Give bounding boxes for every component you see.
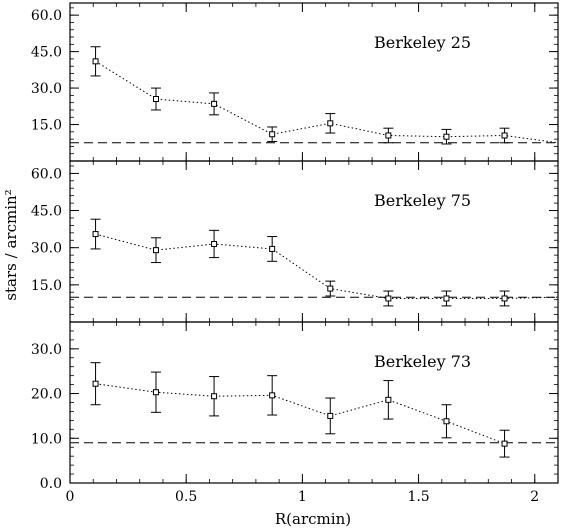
- data-point: [269, 392, 276, 399]
- profile-line: [95, 383, 505, 445]
- y-tick-label: 30.0: [31, 81, 62, 97]
- x-tick-label: 1: [298, 489, 307, 505]
- x-tick-label: 0.5: [175, 489, 197, 505]
- profile-line: [95, 233, 559, 299]
- x-axis-title: R(arcmin): [275, 510, 351, 528]
- panel-1: 15.0 30.0 45.0 60.0 Berkeley 25: [31, 2, 559, 162]
- y-tick-label: 10.0: [31, 431, 62, 447]
- data-point: [385, 396, 392, 403]
- data-point: [211, 100, 218, 107]
- data-point: [211, 393, 218, 400]
- data-point: [327, 412, 334, 419]
- data-point: [385, 295, 392, 302]
- y-tick-label: 45.0: [31, 204, 62, 220]
- y-tick-label: 60.0: [31, 166, 62, 182]
- y-tick-label: 20.0: [31, 387, 62, 403]
- panel-frame: [69, 2, 559, 162]
- data-point: [443, 133, 450, 140]
- panel-frame: [69, 160, 559, 323]
- y-tick-label: 30.0: [31, 241, 62, 257]
- chart-panels: 15.0 30.0 45.0 60.0 Berkeley 25 15.0 30.0 45.0 6…: [31, 2, 559, 505]
- data-point: [269, 245, 276, 252]
- data-point: [269, 131, 276, 138]
- y-tick-label: 60.0: [31, 8, 62, 24]
- panel-2: 15.0 30.0 45.0 60.0 Berkeley 75: [31, 160, 559, 323]
- panel-title: Berkeley 25: [374, 33, 471, 52]
- x-tick-label: 0: [66, 489, 75, 505]
- data-point: [211, 240, 218, 247]
- y-tick-label: 30.0: [31, 342, 62, 358]
- y-tick-label: 45.0: [31, 45, 62, 61]
- panel-title: Berkeley 75: [374, 191, 471, 210]
- data-point: [443, 418, 450, 425]
- data-point: [385, 132, 392, 139]
- data-point: [152, 96, 159, 103]
- data-point: [443, 295, 450, 302]
- data-point: [501, 132, 508, 139]
- y-tick-label: 15.0: [31, 278, 62, 294]
- data-point: [152, 389, 159, 396]
- data-point: [152, 247, 159, 254]
- data-point: [501, 440, 508, 447]
- y-axis-title: stars / arcmin²: [2, 189, 20, 300]
- data-point: [327, 120, 334, 127]
- data-point: [92, 380, 99, 387]
- x-tick-label: 2: [530, 489, 539, 505]
- panel-3: 0.0 10.0 20.0 30.0 Berkeley 73: [31, 321, 559, 492]
- profile-line: [95, 60, 559, 144]
- data-point: [327, 285, 334, 292]
- y-tick-label: 15.0: [31, 118, 62, 134]
- x-tick-label: 1.5: [407, 489, 429, 505]
- data-point: [92, 58, 99, 65]
- panel-frame: [69, 321, 559, 484]
- data-point: [501, 295, 508, 302]
- y-tick-label: 0.0: [40, 476, 62, 492]
- data-point: [92, 231, 99, 238]
- panel-title: Berkeley 73: [374, 352, 471, 371]
